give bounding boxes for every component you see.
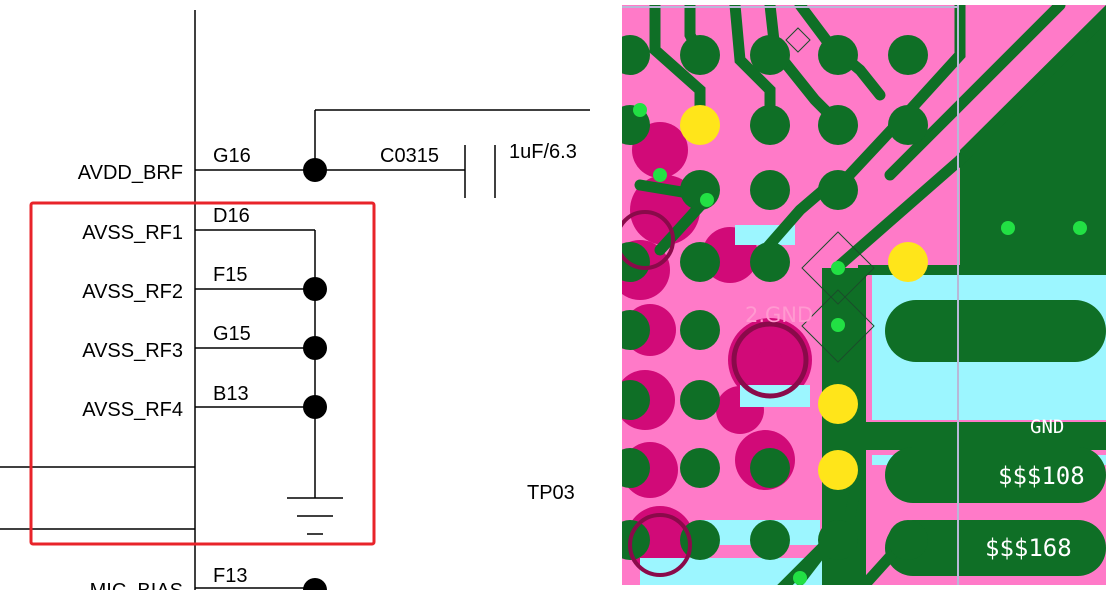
pad-label-2gnd: 2.GND	[745, 303, 813, 327]
ground-symbol	[287, 497, 343, 535]
testpoint-label: TP03	[527, 482, 575, 504]
junction-dot	[303, 395, 327, 419]
via-centers	[633, 103, 1087, 585]
via-rings	[622, 210, 809, 577]
junction-dot	[303, 578, 327, 590]
net-label-avss-rf3: AVSS_RF3	[82, 340, 183, 362]
capacitor-ref: C0315	[380, 145, 439, 167]
highlight-box	[29, 201, 376, 546]
pin-label-f15: F15	[213, 264, 247, 286]
net-label-avss-rf2: AVSS_RF2	[82, 281, 183, 303]
capacitor-value: 1uF/6.3	[509, 141, 577, 163]
panel-gap	[590, 0, 622, 590]
pin-label-b13: B13	[213, 383, 249, 405]
net-label-avss-rf1: AVSS_RF1	[82, 222, 183, 244]
ground-plane	[822, 5, 1106, 585]
pcb-pads	[622, 35, 928, 560]
pcb-panel: 2.GND GND $$$108 $$$168	[622, 5, 1106, 585]
pin-label-d16: D16	[213, 205, 250, 227]
pin-label-f13: F13	[213, 565, 247, 587]
net-label-avss-rf4: AVSS_RF4	[82, 399, 183, 421]
net-label-gnd: GND	[1030, 416, 1064, 438]
net-label-mic-bias: MIC_BIAS	[90, 580, 183, 590]
junction-dot	[303, 277, 327, 301]
yellow-pads	[680, 105, 928, 490]
net-label-avdd-brf: AVDD_BRF	[78, 162, 183, 184]
pin-label-g15: G15	[213, 323, 251, 345]
junction-dot	[303, 158, 327, 182]
schematic-panel: AVDD_BRF AVSS_RF1 AVSS_RF2 AVSS_RF3 AVSS…	[0, 10, 590, 590]
pin-label-g16: G16	[213, 145, 251, 167]
pad-outlines	[785, 27, 875, 363]
junction-dot	[303, 336, 327, 360]
net-label-108: $$$108	[998, 462, 1085, 490]
net-label-168: $$$168	[985, 534, 1072, 562]
